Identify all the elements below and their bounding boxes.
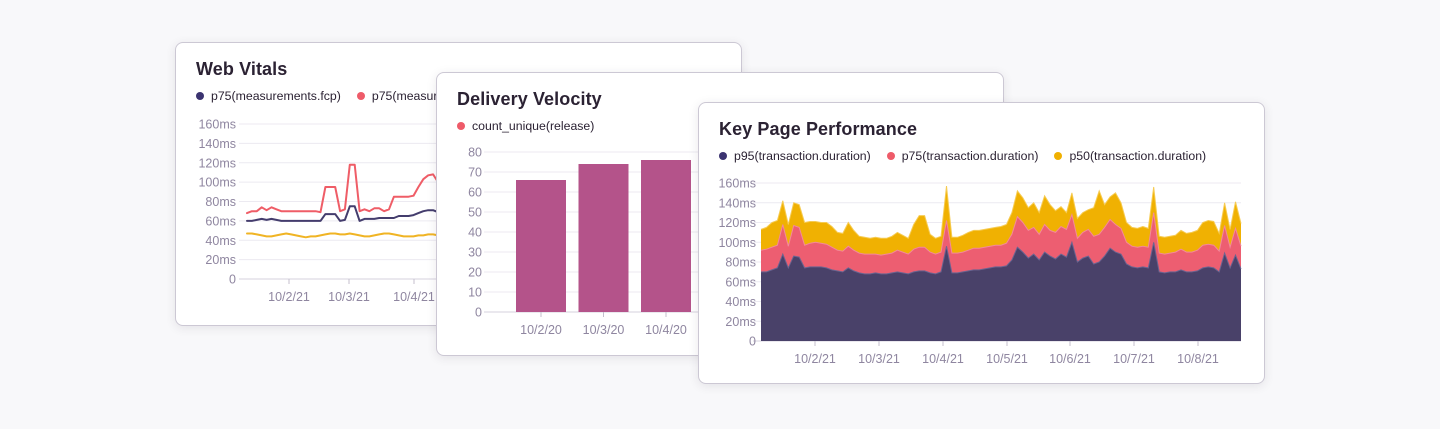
key-page-performance-area-chart[interactable]: 0 20ms 40ms 60ms 80ms 100ms 120ms 140ms 160ms 10/…	[699, 103, 1265, 384]
legend-item[interactable]: p75(measurements.fcp)	[196, 89, 341, 103]
y-axis-tick-label: 60ms	[205, 214, 236, 228]
legend-item[interactable]: count_unique(release)	[457, 119, 594, 133]
x-axis-tick-label: 10/3/20	[583, 323, 625, 337]
y-axis-tick-label: 70	[468, 166, 482, 180]
series-dot-icon	[719, 152, 727, 160]
y-axis-tick-label: 20ms	[205, 253, 236, 267]
legend-item[interactable]: p50(transaction.duration)	[1054, 149, 1206, 163]
legend: count_unique(release)	[457, 119, 594, 133]
y-axis-tick-label: 60ms	[725, 275, 756, 289]
widget-title: Delivery Velocity	[457, 89, 602, 109]
legend-label: count_unique(release)	[472, 119, 595, 133]
y-axis-tick-label: 0	[229, 273, 236, 287]
x-axis-tick-label: 10/5/21	[986, 352, 1028, 366]
y-axis-tick-label: 20ms	[725, 315, 756, 329]
y-axis-tick-label: 30	[468, 246, 482, 260]
y-axis-tick-label: 160ms	[198, 118, 236, 132]
y-axis-tick-label: 10	[468, 286, 482, 300]
series-dot-icon	[356, 92, 365, 100]
x-axis-tick-label: 10/4/21	[393, 290, 435, 304]
y-axis-tick-label: 100ms	[198, 176, 236, 190]
x-axis-tick-label: 10/7/21	[1113, 352, 1155, 366]
series-dot-icon	[886, 152, 895, 160]
y-axis-tick-label: 60	[468, 186, 482, 200]
x-axis-tick-label: 10/4/20	[645, 323, 687, 337]
y-axis-tick-label: 160ms	[718, 177, 756, 191]
x-axis-tick-label: 10/3/21	[858, 352, 900, 366]
x-axis-tick-label: 10/4/21	[922, 352, 964, 366]
series-dot-icon	[457, 122, 465, 130]
area-top-line	[760, 212, 1242, 256]
y-axis-tick-label: 40	[468, 226, 482, 240]
x-axis-tick-label: 10/2/20	[520, 323, 562, 337]
y-axis-tick-label: 0	[749, 335, 756, 349]
bar	[641, 160, 691, 312]
legend-item[interactable]: p75(transaction.duration)	[886, 149, 1039, 163]
x-axis-tick-label: 10/3/21	[328, 290, 370, 304]
y-axis-tick-label: 40ms	[725, 295, 756, 309]
y-axis-tick-label: 20	[468, 266, 482, 280]
line-series	[246, 205, 439, 222]
key-page-performance-widget-card: Key Page Performance p95(transaction.dur…	[698, 102, 1265, 384]
area-top-line	[761, 240, 1242, 275]
y-axis-tick-label: 0	[475, 306, 482, 320]
y-axis-tick-label: 80ms	[725, 256, 756, 270]
line-series	[246, 163, 439, 215]
y-axis-tick-label: 120ms	[718, 216, 756, 230]
y-axis-tick-label: 40ms	[205, 234, 236, 248]
area-band	[761, 242, 1241, 341]
series-dot-icon	[1054, 152, 1063, 160]
y-axis-tick-label: 140ms	[198, 137, 236, 151]
x-axis-tick-label: 10/6/21	[1049, 352, 1091, 366]
bar	[578, 164, 629, 312]
y-axis-tick-label: 80ms	[205, 195, 236, 209]
delivery-velocity-bar-chart[interactable]: 0 10 20 30 40 50 60 70 80 10/2/20 10/3/20 10/4/20	[437, 73, 1004, 356]
line-series	[246, 232, 439, 239]
y-axis-tick-label: 120ms	[198, 156, 236, 170]
widget-title: Key Page Performance	[719, 119, 918, 139]
legend-label: p75(transaction.duration)	[901, 149, 1039, 163]
area-top-line	[760, 185, 1242, 240]
legend-item[interactable]: p95(transaction.duration)	[719, 149, 871, 163]
y-axis-tick-label: 100ms	[718, 236, 756, 250]
x-axis-tick-label: 10/8/21	[1177, 352, 1219, 366]
legend-label: p50(transaction.duration)	[1069, 149, 1207, 163]
y-axis-tick-label: 140ms	[718, 196, 756, 210]
legend-label: p95(transaction.duration)	[734, 149, 871, 163]
series-dot-icon	[196, 92, 204, 100]
widget-title: Web Vitals	[196, 59, 288, 79]
legend-label: p75(measurements.fcp)	[211, 89, 341, 103]
legend: p95(transaction.duration) p75(transaction…	[719, 149, 1206, 163]
x-axis-tick-label: 10/2/21	[794, 352, 836, 366]
x-axis-tick-label: 10/2/21	[268, 290, 310, 304]
bar	[516, 180, 566, 312]
y-axis-tick-label: 80	[468, 146, 482, 160]
y-axis-tick-label: 50	[468, 206, 482, 220]
